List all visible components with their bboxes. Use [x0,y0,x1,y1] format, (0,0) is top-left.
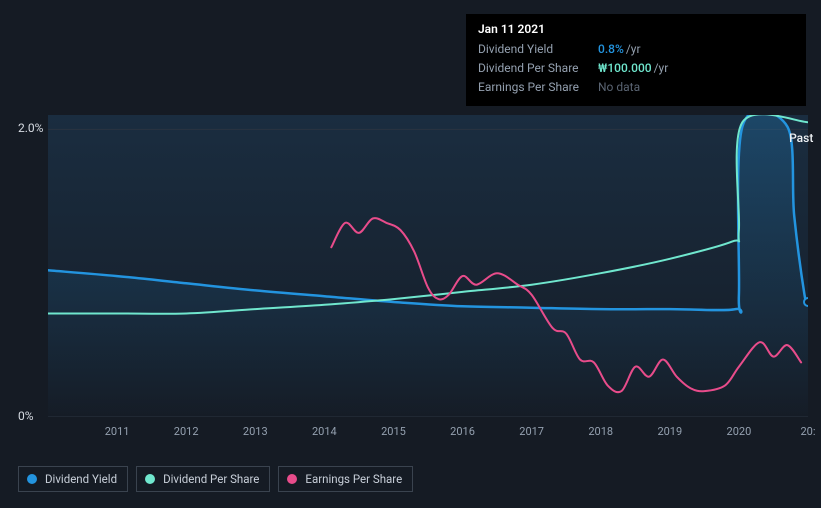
legend-item[interactable]: Dividend Per Share [136,466,270,492]
legend-item[interactable]: Dividend Yield [18,466,128,492]
chart-plot [48,115,808,417]
tooltip-row-unit: /yr [654,59,669,78]
tooltip-row-value: No data [598,78,640,97]
x-tick-label: 2015 [381,425,406,438]
legend-label: Earnings Per Share [305,472,402,486]
tooltip-row: Earnings Per ShareNo data [478,78,794,97]
legend-swatch [27,474,37,484]
legend-label: Dividend Yield [45,472,117,486]
legend: Dividend Yield Dividend Per Share Earnings… [18,466,413,492]
legend-label: Dividend Per Share [163,472,259,486]
series-end-marker [804,298,808,306]
tooltip-row-unit: /yr [626,40,641,59]
tooltip-date: Jan 11 2021 [478,22,794,36]
legend-swatch [145,474,155,484]
tooltip-row-label: Dividend Yield [478,40,598,59]
x-tick-label: 2014 [312,425,337,438]
x-tick-label: 2016 [450,425,475,438]
tooltip-row: Dividend Yield0.8% /yr [478,40,794,59]
x-tick-label: 20: [800,425,815,438]
tooltip-row-label: Dividend Per Share [478,59,598,78]
legend-swatch [287,474,297,484]
x-tick-label: 2020 [727,425,752,438]
tooltip-row-value: 0.8% [598,40,624,59]
past-label: Past [789,131,813,145]
tooltip-row-value: ₩100.000 [598,59,652,78]
tooltip-row: Dividend Per Share₩100.000 /yr [478,59,794,78]
y-tick-label: 2.0% [18,121,43,135]
x-tick-label: 2019 [657,425,682,438]
chart-tooltip: Jan 11 2021 Dividend Yield0.8% /yrDivide… [466,14,806,106]
x-tick-label: 2011 [105,425,130,438]
x-tick-label: 2018 [588,425,613,438]
tooltip-row-label: Earnings Per Share [478,78,598,97]
x-tick-label: 2017 [519,425,544,438]
y-tick-label: 0% [18,409,34,423]
legend-item[interactable]: Earnings Per Share [278,466,413,492]
x-tick-label: 2013 [243,425,268,438]
x-tick-label: 2012 [174,425,199,438]
